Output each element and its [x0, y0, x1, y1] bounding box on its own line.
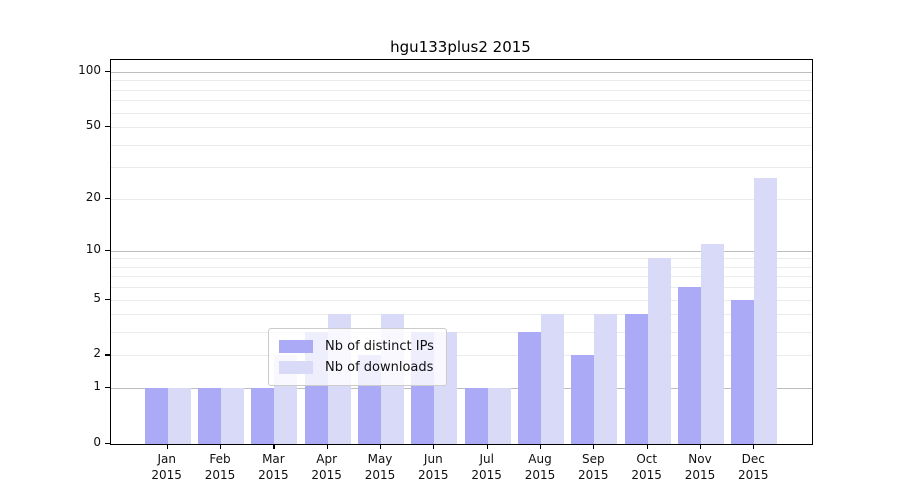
x-tick-label-oct: Oct 2015 [631, 452, 662, 482]
legend-swatch-downloads [279, 361, 313, 374]
x-tick-mark-sep [593, 444, 595, 449]
bar-distinct-ips-feb [198, 388, 221, 444]
bar-downloads-nov [701, 243, 724, 444]
bar-distinct-ips-dec [731, 299, 755, 444]
x-tick-label-dec: Dec 2015 [738, 452, 769, 482]
y-tick-mark-100 [105, 70, 110, 72]
x-tick-label-mar: Mar 2015 [258, 452, 289, 482]
y-tick-mark-50 [105, 125, 110, 128]
x-tick-mark-jul [486, 444, 488, 449]
x-tick-label-apr: Apr 2015 [311, 452, 342, 482]
gridline-minor-5 [111, 299, 812, 301]
legend-swatch-distinct-ips [279, 340, 313, 353]
y-tick-mark-5 [105, 298, 110, 300]
x-tick-label-sep: Sep 2015 [578, 452, 609, 482]
bar-distinct-ips-aug [518, 332, 541, 444]
legend-label-downloads: Nb of downloads [325, 360, 434, 375]
x-tick-label-jan: Jan 2015 [151, 452, 182, 482]
chart-title: hgu133plus2 2015 [390, 38, 531, 56]
bar-downloads-dec [754, 178, 778, 444]
gridline-minor-40 [111, 144, 812, 146]
bar-distinct-ips-jul [464, 388, 488, 444]
gridline-major-10 [111, 250, 812, 252]
gridline-minor-90 [111, 80, 812, 82]
legend-item-distinct-ips: Nb of distinct IPs [279, 336, 434, 357]
gridline-minor-70 [111, 100, 812, 102]
x-tick-mark-nov [700, 444, 702, 449]
y-tick-mark-1 [105, 387, 110, 389]
bar-downloads-jan [167, 388, 191, 444]
legend-label-distinct-ips: Nb of distinct IPs [325, 339, 434, 354]
x-tick-label-jun: Jun 2015 [418, 452, 449, 482]
y-tick-label-2: 2 [93, 346, 101, 361]
gridline-minor-2 [111, 355, 812, 357]
x-tick-label-feb: Feb 2015 [204, 452, 236, 482]
x-tick-label-nov: Nov 2015 [684, 452, 716, 482]
y-tick-label-0: 0 [93, 435, 101, 449]
x-tick-mark-aug [540, 444, 542, 449]
y-tick-label-50: 50 [85, 117, 101, 132]
gridline-minor-6 [111, 287, 812, 289]
y-tick-mark-0 [105, 443, 110, 445]
gridline-minor-20 [111, 198, 812, 200]
x-tick-mark-jun [433, 444, 435, 449]
gridline-minor-4 [111, 314, 812, 316]
y-tick-label-10: 10 [85, 241, 101, 256]
x-tick-mark-dec [753, 444, 755, 449]
y-tick-mark-2 [105, 354, 110, 356]
gridline-major-100 [111, 71, 812, 73]
y-tick-label-20: 20 [85, 189, 101, 204]
y-tick-mark-20 [105, 197, 110, 199]
x-tick-label-jul: Jul 2015 [471, 452, 502, 482]
x-tick-mark-mar [273, 444, 275, 449]
bar-downloads-oct [647, 258, 671, 444]
x-tick-mark-may [380, 444, 382, 449]
x-tick-label-aug: Aug 2015 [524, 452, 556, 482]
gridline-minor-3 [111, 332, 812, 334]
y-tick-label-1: 1 [93, 379, 101, 394]
y-tick-label-5: 5 [93, 290, 101, 305]
bar-downloads-aug [541, 314, 564, 444]
gridline-minor-8 [111, 266, 812, 268]
x-tick-mark-feb [220, 444, 222, 449]
gridline-minor-50 [111, 126, 812, 128]
bar-distinct-ips-sep [571, 355, 595, 444]
gridline-minor-9 [111, 258, 812, 260]
bar-distinct-ips-mar [251, 388, 275, 444]
legend: Nb of distinct IPs Nb of downloads [268, 328, 447, 386]
x-tick-mark-oct [646, 444, 648, 449]
gridline-minor-30 [111, 167, 812, 169]
bar-distinct-ips-nov [678, 287, 701, 444]
x-tick-mark-apr [326, 444, 328, 449]
bar-downloads-feb [221, 388, 244, 444]
y-tick-mark-10 [105, 249, 110, 251]
x-tick-label-may: May 2015 [364, 452, 396, 482]
bar-downloads-jul [487, 388, 511, 444]
x-tick-mark-jan [166, 444, 168, 449]
gridline-minor-60 [111, 112, 812, 114]
bar-downloads-sep [594, 314, 618, 444]
bar-distinct-ips-jan [144, 388, 168, 444]
plot-area [110, 59, 813, 445]
gridline-minor-7 [111, 276, 812, 278]
bar-distinct-ips-oct [624, 314, 648, 444]
gridline-minor-80 [111, 89, 812, 91]
legend-item-downloads: Nb of downloads [279, 357, 434, 378]
y-tick-label-100: 100 [78, 62, 101, 77]
gridline-major-1 [111, 388, 812, 390]
